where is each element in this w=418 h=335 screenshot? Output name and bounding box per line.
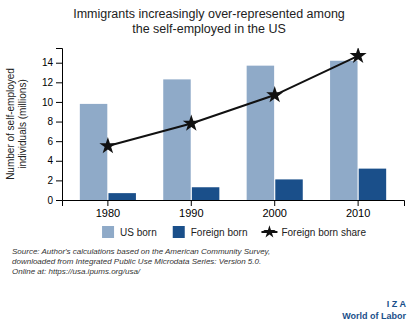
legend-label: Foreign born share (281, 227, 366, 238)
title: Immigrants increasingly over-represented… (73, 7, 345, 36)
marker (183, 115, 200, 131)
y-tick: 8 (47, 116, 62, 127)
tick-label: 2010 (346, 207, 370, 219)
bar (108, 193, 135, 200)
tick-label: 8 (47, 116, 53, 127)
x-tick: 1980 (96, 200, 120, 219)
tick-label: 6 (47, 136, 53, 147)
tick-mark (274, 200, 275, 206)
legend: US born Foreign born Foreign born share (102, 225, 366, 238)
tick-label: 2000 (262, 207, 286, 219)
tick-mark (56, 102, 62, 103)
title-line: the self-employed in the US (132, 22, 286, 36)
tick-label: 12 (42, 77, 54, 88)
bar (359, 169, 386, 200)
tick-mark (56, 141, 62, 142)
bar (163, 79, 190, 200)
tick-label: 4 (47, 155, 53, 166)
bar (275, 179, 302, 200)
tick-mark (56, 161, 62, 162)
tick-mark (56, 82, 62, 83)
bar (192, 187, 219, 200)
legend-item: Foreign born (173, 226, 248, 238)
legend-swatch (102, 226, 114, 238)
legend-item: Foreign born share (261, 225, 366, 237)
annotation-line: downloaded from Integrated Public Use Mi… (12, 257, 261, 266)
y-axis-title-line: Number of self-employed (5, 68, 16, 180)
bar-series (80, 61, 358, 200)
y-tick: 4 (47, 155, 62, 166)
y-axis-title-line: individuals (millions) (17, 79, 28, 168)
y-axis: 0 2 4 6 8 10 12 14 (42, 49, 63, 206)
y-axis-title: Number of self-employedindividuals (mill… (5, 68, 28, 180)
y-tick: 6 (47, 136, 62, 147)
y-tick: 2 (47, 175, 62, 186)
legend-label: US born (120, 227, 157, 238)
legend-item: US born (102, 226, 157, 238)
tick-label: 0 (47, 195, 53, 206)
tick-mark (191, 200, 192, 206)
bar (330, 61, 357, 200)
marker (266, 86, 283, 102)
y-tick: 14 (42, 57, 62, 68)
tick-mark (56, 180, 62, 181)
chart: Immigrants increasingly over-represented… (0, 0, 418, 335)
tick-mark (56, 200, 62, 201)
x-tick: 2010 (346, 200, 370, 219)
x-tick: 2000 (262, 200, 286, 219)
y-tick: 12 (42, 77, 62, 88)
line (108, 56, 358, 146)
marker (350, 48, 367, 63)
tick-mark (56, 122, 62, 123)
tick-label: 14 (42, 57, 54, 68)
tick-mark (56, 63, 62, 64)
bar-series (108, 169, 386, 200)
marker (99, 137, 116, 153)
annotation-line: Source: Author's calculations based on t… (12, 247, 270, 256)
legend-swatch (173, 226, 185, 238)
tick-label: 1980 (96, 207, 120, 219)
y-tick: 10 (42, 97, 62, 108)
x-axis: 1980 1990 2000 2010 (63, 200, 405, 219)
legend-marker (263, 225, 276, 237)
legend-label: Foreign born (191, 227, 248, 238)
axis-line (63, 201, 405, 207)
tick-label: 1990 (179, 207, 203, 219)
plot: 0 2 4 6 8 10 12 14 1980 1990 2000 2010 (42, 47, 405, 219)
tick-mark (358, 200, 359, 206)
annotation: I Z A (387, 299, 407, 309)
tick-label: 10 (42, 97, 54, 108)
annotation: World of Labor (342, 311, 406, 321)
y-tick: 0 (47, 195, 62, 206)
marks (80, 48, 386, 200)
tick-label: 2 (47, 175, 53, 186)
annotation: Source: Author's calculations based on t… (12, 247, 270, 276)
axis-line (56, 49, 63, 201)
tick-mark (107, 200, 108, 206)
title-line: Immigrants increasingly over-represented… (73, 7, 345, 21)
annotation-line: Online at: https://usa.ipums.org/usa/ (12, 267, 141, 276)
x-tick: 1990 (179, 200, 203, 219)
bar (247, 66, 274, 200)
